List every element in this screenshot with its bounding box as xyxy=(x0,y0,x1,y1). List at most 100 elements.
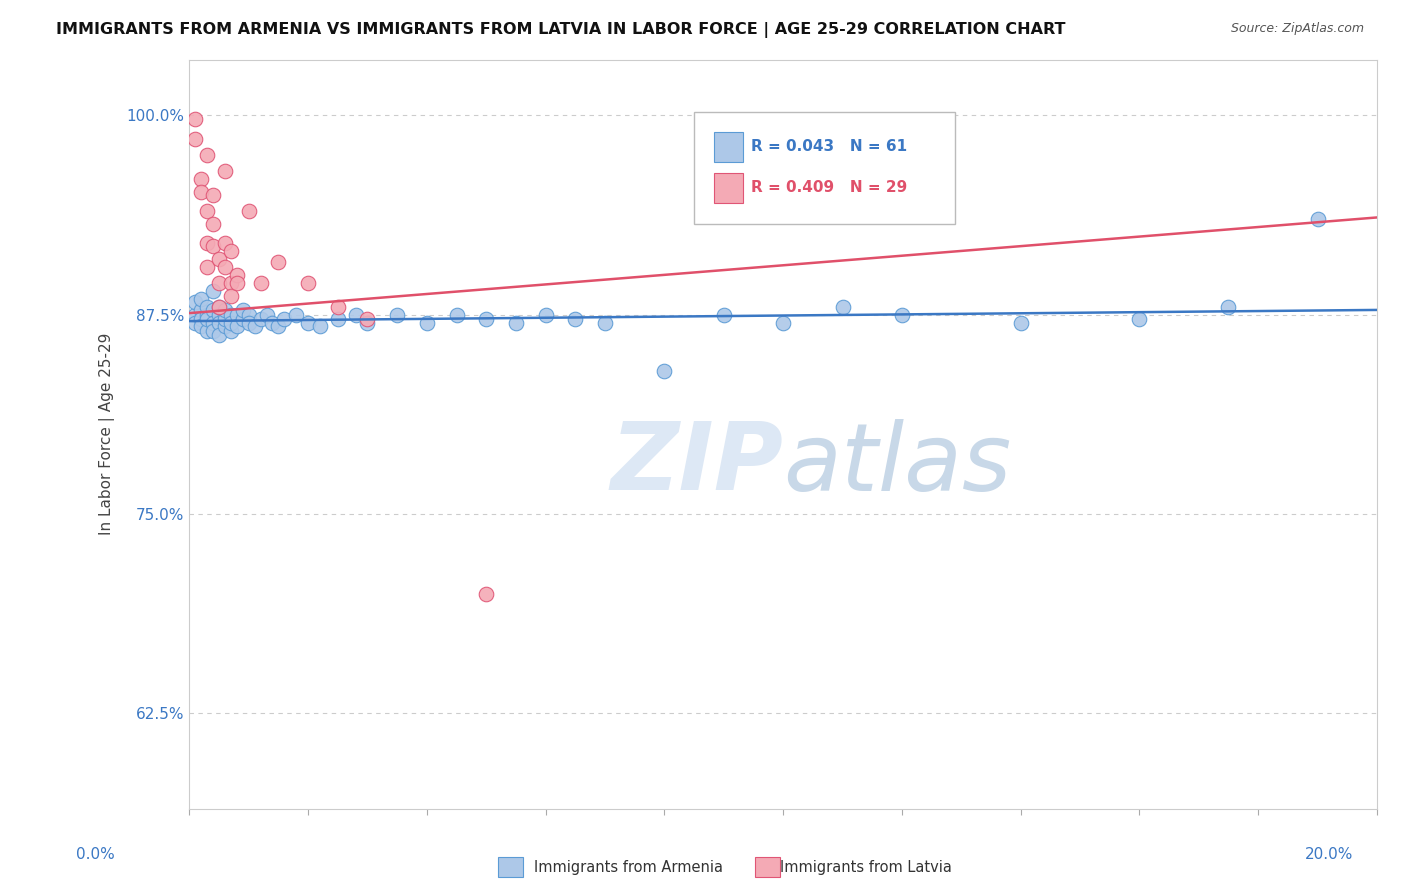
Point xyxy=(190,292,212,306)
Point xyxy=(214,235,236,250)
Point xyxy=(273,312,295,326)
Point xyxy=(208,252,231,266)
Point xyxy=(475,312,498,326)
Point xyxy=(238,316,260,330)
Point xyxy=(202,284,225,298)
Point xyxy=(1128,312,1150,326)
Point xyxy=(297,316,319,330)
Point xyxy=(195,235,218,250)
Point xyxy=(219,276,242,290)
Point xyxy=(238,204,260,219)
Text: R = 0.043   N = 61: R = 0.043 N = 61 xyxy=(751,139,907,154)
Point xyxy=(243,318,266,333)
Point xyxy=(232,312,254,326)
Point xyxy=(890,308,912,322)
Point xyxy=(195,148,218,162)
Point xyxy=(184,316,207,330)
Y-axis label: In Labor Force | Age 25-29: In Labor Force | Age 25-29 xyxy=(100,333,115,535)
Point xyxy=(326,312,349,326)
Point xyxy=(190,302,212,317)
Point xyxy=(232,302,254,317)
Point xyxy=(214,308,236,322)
Point xyxy=(190,185,212,199)
Point xyxy=(219,308,242,322)
Point xyxy=(356,312,378,326)
Point xyxy=(446,308,468,322)
Point xyxy=(202,239,225,253)
Point xyxy=(214,260,236,274)
Point xyxy=(208,300,231,314)
Point xyxy=(772,316,794,330)
Point xyxy=(219,288,242,302)
Point xyxy=(184,112,207,126)
Point xyxy=(214,318,236,333)
Point xyxy=(344,308,367,322)
Point xyxy=(195,300,218,314)
Point xyxy=(505,316,527,330)
Point xyxy=(297,276,319,290)
Point xyxy=(214,302,236,317)
Point xyxy=(214,164,236,178)
Point xyxy=(256,308,278,322)
Point xyxy=(225,308,247,322)
Point xyxy=(262,316,284,330)
Point xyxy=(195,260,218,274)
Point xyxy=(225,318,247,333)
Point xyxy=(195,308,218,322)
Point xyxy=(1010,316,1032,330)
Point xyxy=(184,308,207,322)
Point xyxy=(249,312,271,326)
Point xyxy=(654,363,676,377)
Point xyxy=(184,132,207,146)
Point xyxy=(190,318,212,333)
Point xyxy=(416,316,439,330)
Point xyxy=(593,316,616,330)
FancyBboxPatch shape xyxy=(714,131,742,161)
Point xyxy=(831,300,853,314)
Point xyxy=(219,316,242,330)
Point xyxy=(214,312,236,326)
Point xyxy=(208,276,231,290)
Point xyxy=(475,587,498,601)
Point xyxy=(195,204,218,219)
Point xyxy=(267,255,290,269)
Point xyxy=(208,300,231,314)
Point xyxy=(190,312,212,326)
Point xyxy=(195,312,218,326)
Text: Source: ZipAtlas.com: Source: ZipAtlas.com xyxy=(1230,22,1364,36)
Point xyxy=(195,324,218,338)
Point xyxy=(184,295,207,310)
Text: R = 0.409   N = 29: R = 0.409 N = 29 xyxy=(751,180,907,195)
Point xyxy=(208,316,231,330)
Point xyxy=(208,328,231,343)
Point xyxy=(202,217,225,231)
Point xyxy=(713,308,735,322)
Point xyxy=(208,308,231,322)
Text: atlas: atlas xyxy=(783,418,1011,510)
FancyBboxPatch shape xyxy=(714,173,742,202)
Point xyxy=(326,300,349,314)
Point xyxy=(190,172,212,186)
Point xyxy=(225,268,247,282)
Point xyxy=(202,316,225,330)
Point xyxy=(202,324,225,338)
Point xyxy=(564,312,586,326)
Point xyxy=(385,308,408,322)
Point xyxy=(1306,212,1329,227)
Point xyxy=(219,324,242,338)
Text: 20.0%: 20.0% xyxy=(1305,847,1353,862)
Point xyxy=(309,318,332,333)
Point xyxy=(249,276,271,290)
Point xyxy=(238,308,260,322)
Text: Immigrants from Armenia: Immigrants from Armenia xyxy=(534,860,723,874)
Text: ZIP: ZIP xyxy=(610,418,783,510)
Point xyxy=(267,318,290,333)
Point xyxy=(534,308,557,322)
FancyBboxPatch shape xyxy=(695,112,955,225)
Text: Immigrants from Latvia: Immigrants from Latvia xyxy=(780,860,952,874)
Text: IMMIGRANTS FROM ARMENIA VS IMMIGRANTS FROM LATVIA IN LABOR FORCE | AGE 25-29 COR: IMMIGRANTS FROM ARMENIA VS IMMIGRANTS FR… xyxy=(56,22,1066,38)
Point xyxy=(202,302,225,317)
Point xyxy=(356,316,378,330)
Point xyxy=(202,188,225,202)
Point xyxy=(285,308,308,322)
